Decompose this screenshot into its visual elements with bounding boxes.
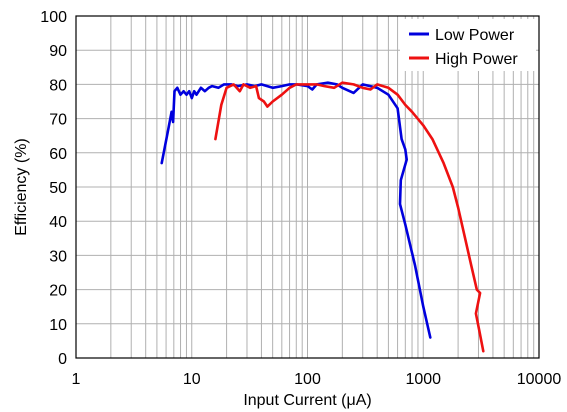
y-tick-label: 40 (49, 214, 67, 231)
series-layer (160, 81, 485, 353)
x-tick-label: 1000 (405, 371, 441, 388)
y-tick-label: 60 (49, 146, 67, 163)
legend: Low Power High Power (400, 19, 536, 71)
x-tick-label: 100 (294, 371, 321, 388)
y-tick-label: 100 (40, 9, 67, 26)
series-line-low-power (160, 81, 432, 339)
y-tick-label: 70 (49, 112, 67, 129)
y-tick-label: 80 (49, 77, 67, 94)
plot-frame (75, 15, 540, 359)
legend-label-high-power: High Power (435, 51, 518, 68)
y-tick-label: 50 (49, 180, 67, 197)
y-tick-label: 20 (49, 283, 67, 300)
y-tick-label: 30 (49, 248, 67, 265)
y-tick-label: 0 (58, 351, 67, 368)
legend-box (400, 19, 536, 71)
x-tick-label: 1 (72, 371, 81, 388)
y-axis-label: Efficiency (%) (13, 138, 30, 236)
x-tick-label: 10 (183, 371, 201, 388)
legend-label-low-power: Low Power (435, 27, 515, 44)
x-axis-label: Input Current (μA) (243, 392, 371, 409)
tick-labels: 1 10 100 1000 10000 0 10 20 30 40 50 60 70 80 90 100 (40, 9, 561, 388)
y-tick-label: 90 (49, 43, 67, 60)
y-tick-label: 10 (49, 317, 67, 334)
series-line-high-power (214, 81, 485, 353)
x-tick-label: 10000 (517, 371, 562, 388)
